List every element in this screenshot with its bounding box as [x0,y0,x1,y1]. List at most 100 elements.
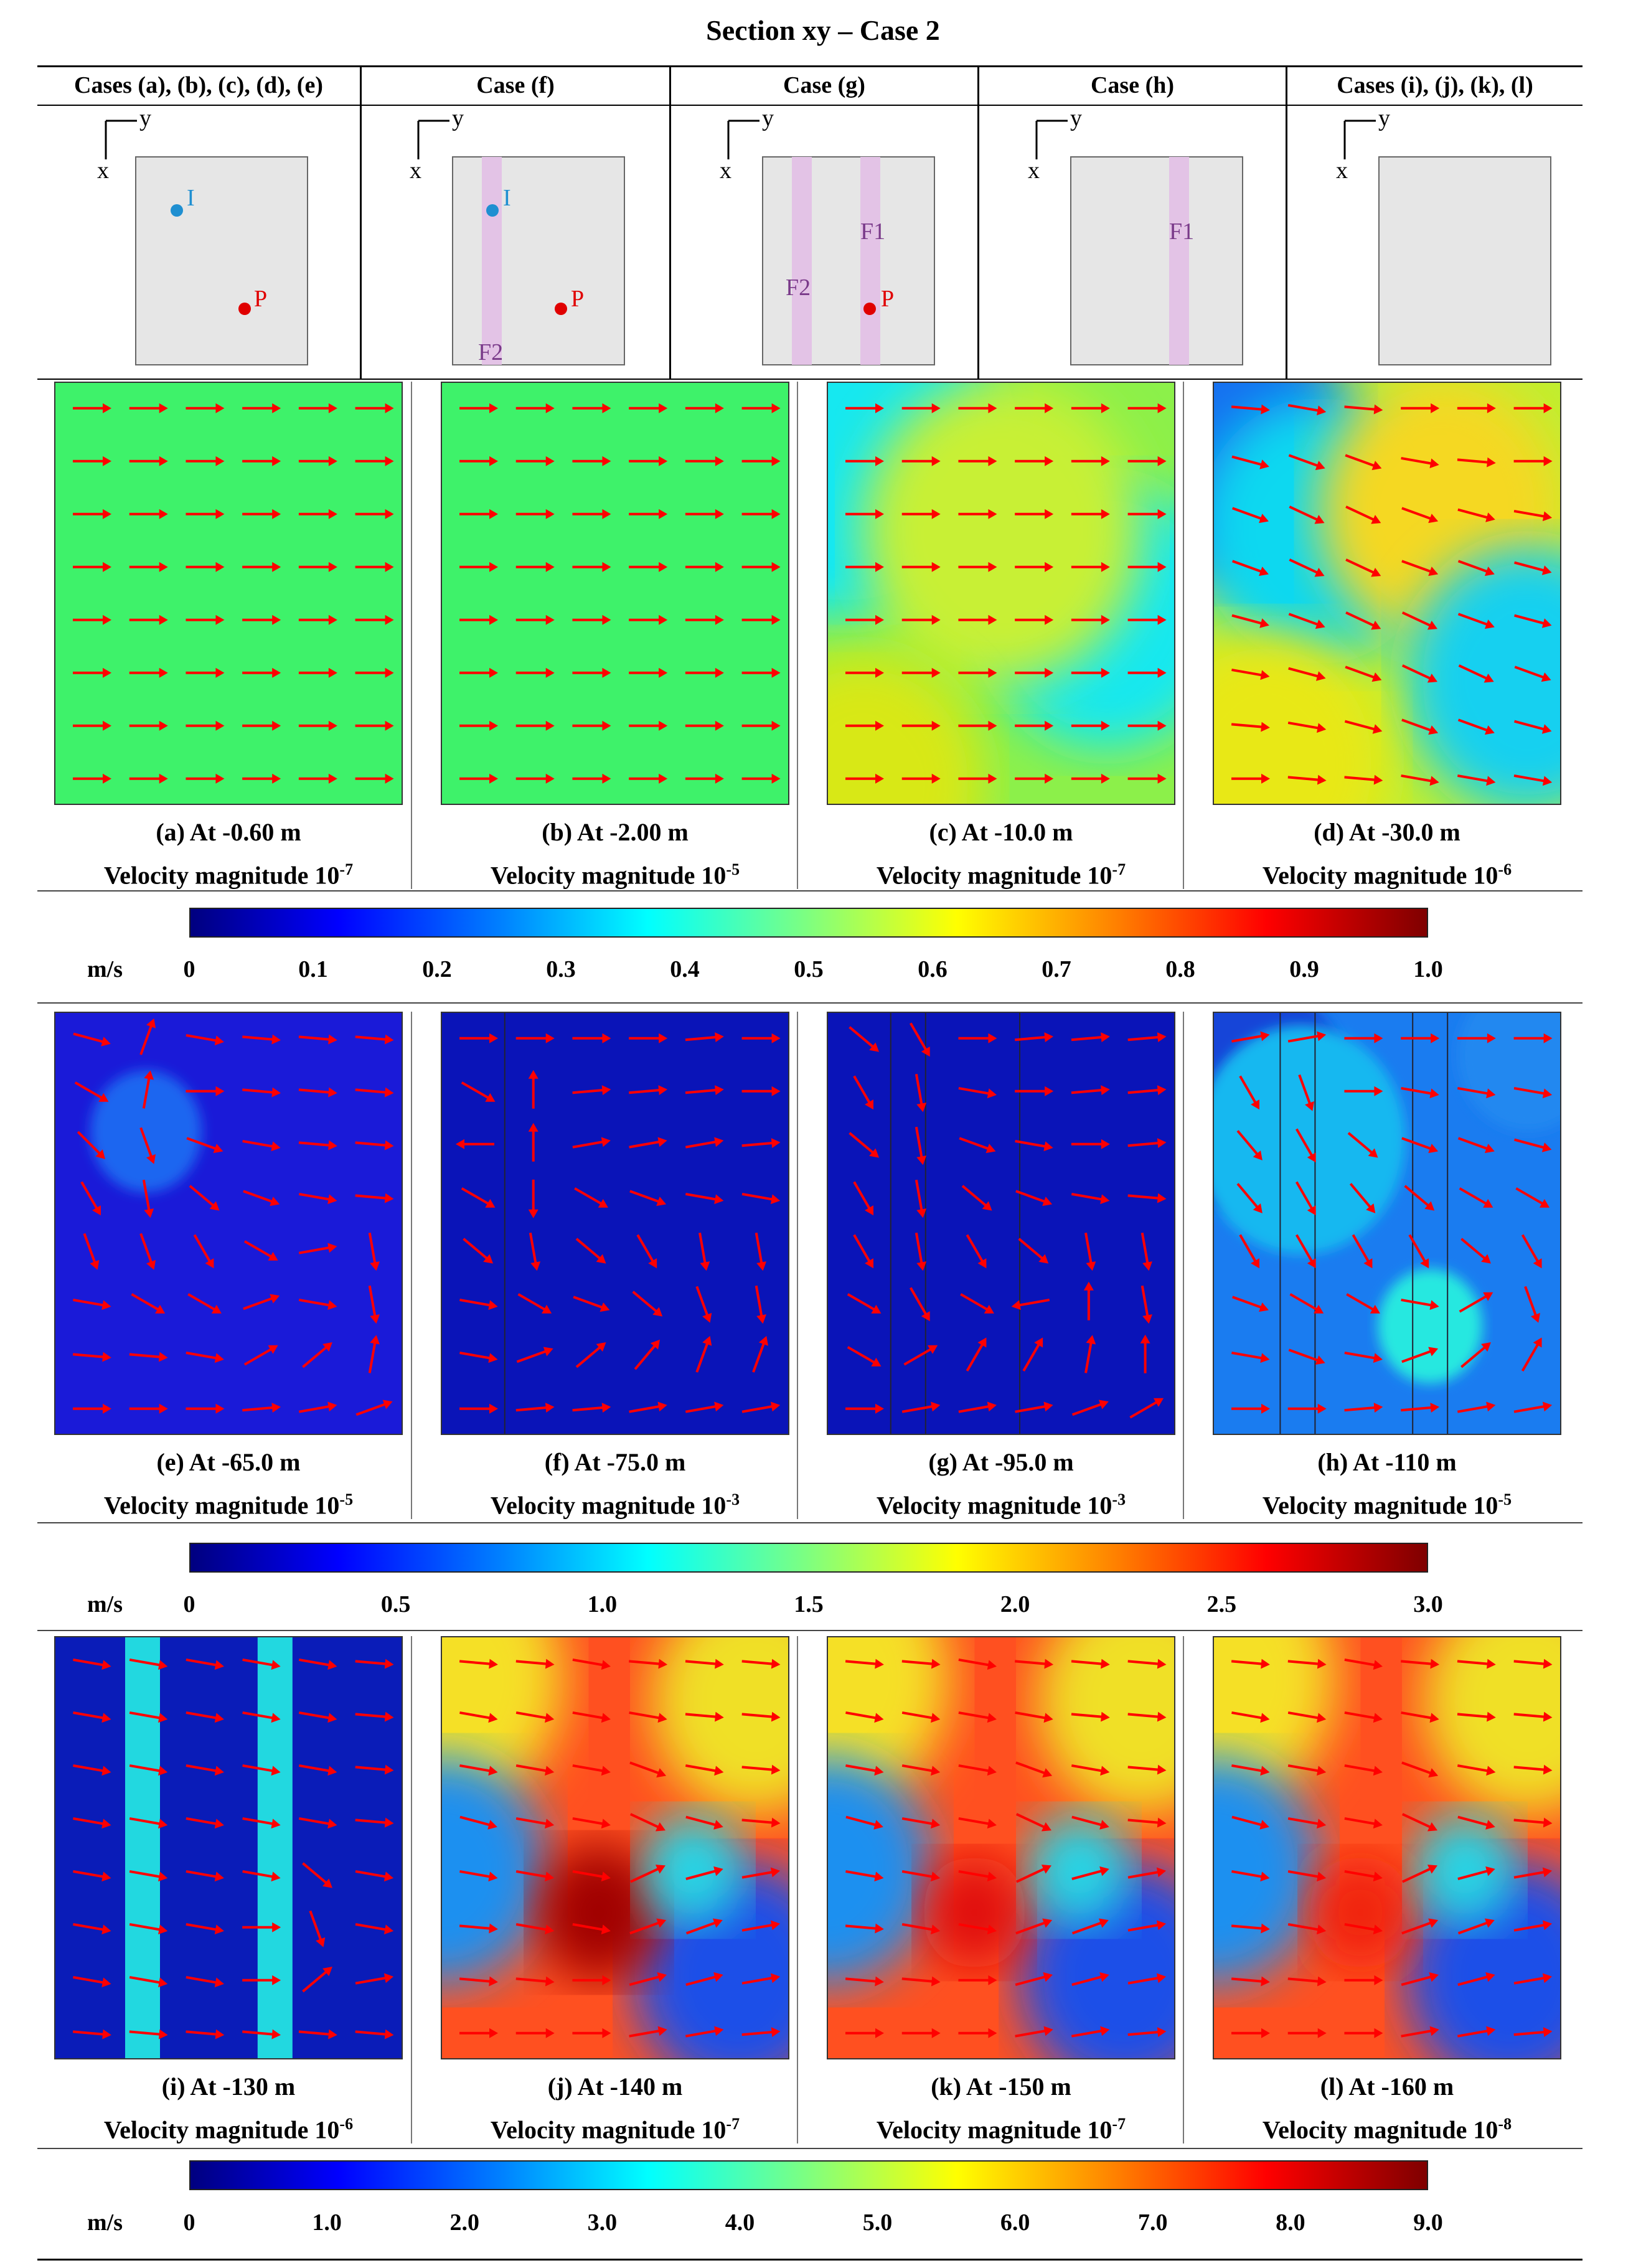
velocity-arrow [741,1086,781,1096]
velocity-arrow [845,720,884,731]
velocity-arrow [517,1293,552,1314]
velocity-arrow [685,1711,724,1722]
velocity-arrow [73,1817,111,1829]
velocity-arrow [960,1293,994,1314]
velocity-arrow [741,456,781,466]
velocity-arrow [1401,1298,1439,1310]
velocity-arrow [1231,773,1270,784]
velocity-plot-i [54,1636,403,2059]
velocity-arrow [129,1352,168,1362]
velocity-arrow [1401,1403,1440,1413]
velocity-arrow [901,773,941,784]
velocity-arrow [629,1659,668,1669]
velocity-arrow [685,562,724,572]
velocity-arrow [459,456,498,466]
velocity-arrow [515,403,555,413]
velocity-arrow [636,1234,657,1269]
velocity-arrow [1513,2027,1553,2038]
velocity-arrow [573,1296,610,1312]
velocity-arrow [1346,1293,1380,1314]
velocity-arrow [741,1867,781,1879]
velocity-arrow [741,403,781,413]
velocity-arrow [242,1975,281,1985]
svg-text:y: y [762,106,774,131]
velocity-arrow [741,1711,781,1722]
velocity-plot-d [1213,382,1561,805]
velocity-arrow [845,509,884,519]
velocity-arrow [73,1764,111,1776]
velocity-arrow [459,1659,498,1669]
velocity-arrow [572,403,611,413]
velocity-arrow [685,667,724,678]
colorbar-tick-label: 0.5 [794,956,824,982]
row-separator-a [37,890,1583,892]
velocity-arrow [1344,1033,1383,1043]
velocity-plot-e [54,1012,403,1435]
velocity-arrow [741,562,781,572]
velocity-arrow [186,773,225,784]
velocity-arrow [242,1711,281,1723]
velocity-arrow [1231,722,1270,732]
velocity-arrow [915,1179,927,1218]
schematic-case-f: y x I P F2 [410,106,625,365]
velocity-arrow [1345,506,1381,524]
svg-text:x: x [410,158,421,184]
velocity-arrow [629,456,668,466]
velocity-arrow [1127,456,1167,466]
velocity-arrow [1015,562,1054,572]
velocity-arrow [1514,720,1552,734]
velocity-arrow [459,614,498,625]
caption-e: (e) At -65.0 m Velocity magnitude 10-5 [42,1444,415,1524]
velocity-arrow [1127,1085,1167,1096]
schematic-cases-a-e: y x I P [97,106,308,365]
velocity-arrow [83,1233,100,1270]
velocity-arrow [1514,614,1552,628]
velocity-arrow [629,614,668,625]
velocity-arrow [1457,560,1495,576]
velocity-arrow [355,614,394,625]
velocity-arrow [73,1975,111,1988]
velocity-arrow [189,1185,220,1211]
velocity-arrow [73,1403,111,1414]
velocity-arrow [355,509,394,519]
velocity-arrow [355,1087,394,1098]
velocity-arrow [186,720,225,731]
velocity-arrow [129,1975,168,1988]
velocity-arrow [1288,667,1326,681]
velocity-arrow [901,403,941,413]
velocity-arrow [698,1232,710,1271]
velocity-arrow [572,1870,611,1882]
velocity-arrow [629,1711,667,1723]
caption-depth: (j) At -140 m [547,2073,683,2101]
velocity-arrow [1401,1918,1439,1935]
velocity-arrow [298,720,337,731]
velocity-arrow [1015,1711,1053,1723]
schematic-rule [37,379,1583,380]
velocity-arrow [685,1659,724,1669]
velocity-arrow [515,773,555,784]
velocity-arrow [129,773,168,784]
velocity-arrow [73,773,111,784]
velocity-arrow [186,1033,224,1046]
velocity-arrow [459,1923,498,1934]
velocity-arrow [515,1033,555,1043]
velocity-arrow [901,1401,941,1413]
velocity-arrow [1295,1234,1316,1269]
colorbar-tick-label: 9.0 [1413,2209,1443,2236]
schematic-divider-4 [1286,65,1287,379]
caption-b: (b) At -2.00 m Velocity magnitude 10-5 [428,814,802,894]
plot-column-divider [797,1012,798,1519]
velocity-arrow [849,1132,880,1158]
velocity-arrow [242,562,281,572]
velocity-arrow [1071,456,1110,466]
fracture-f2-band [792,157,812,365]
velocity-arrow [1457,1972,1495,1986]
velocity-arrow [958,1870,997,1882]
velocity-arrow [1015,1918,1053,1935]
velocity-arrow [572,1817,611,1829]
svg-text:F1: F1 [1169,219,1194,245]
velocity-arrow [1011,1298,1050,1310]
velocity-arrow [355,2029,394,2040]
velocity-arrow [242,1403,281,1413]
velocity-arrow [243,1240,278,1261]
